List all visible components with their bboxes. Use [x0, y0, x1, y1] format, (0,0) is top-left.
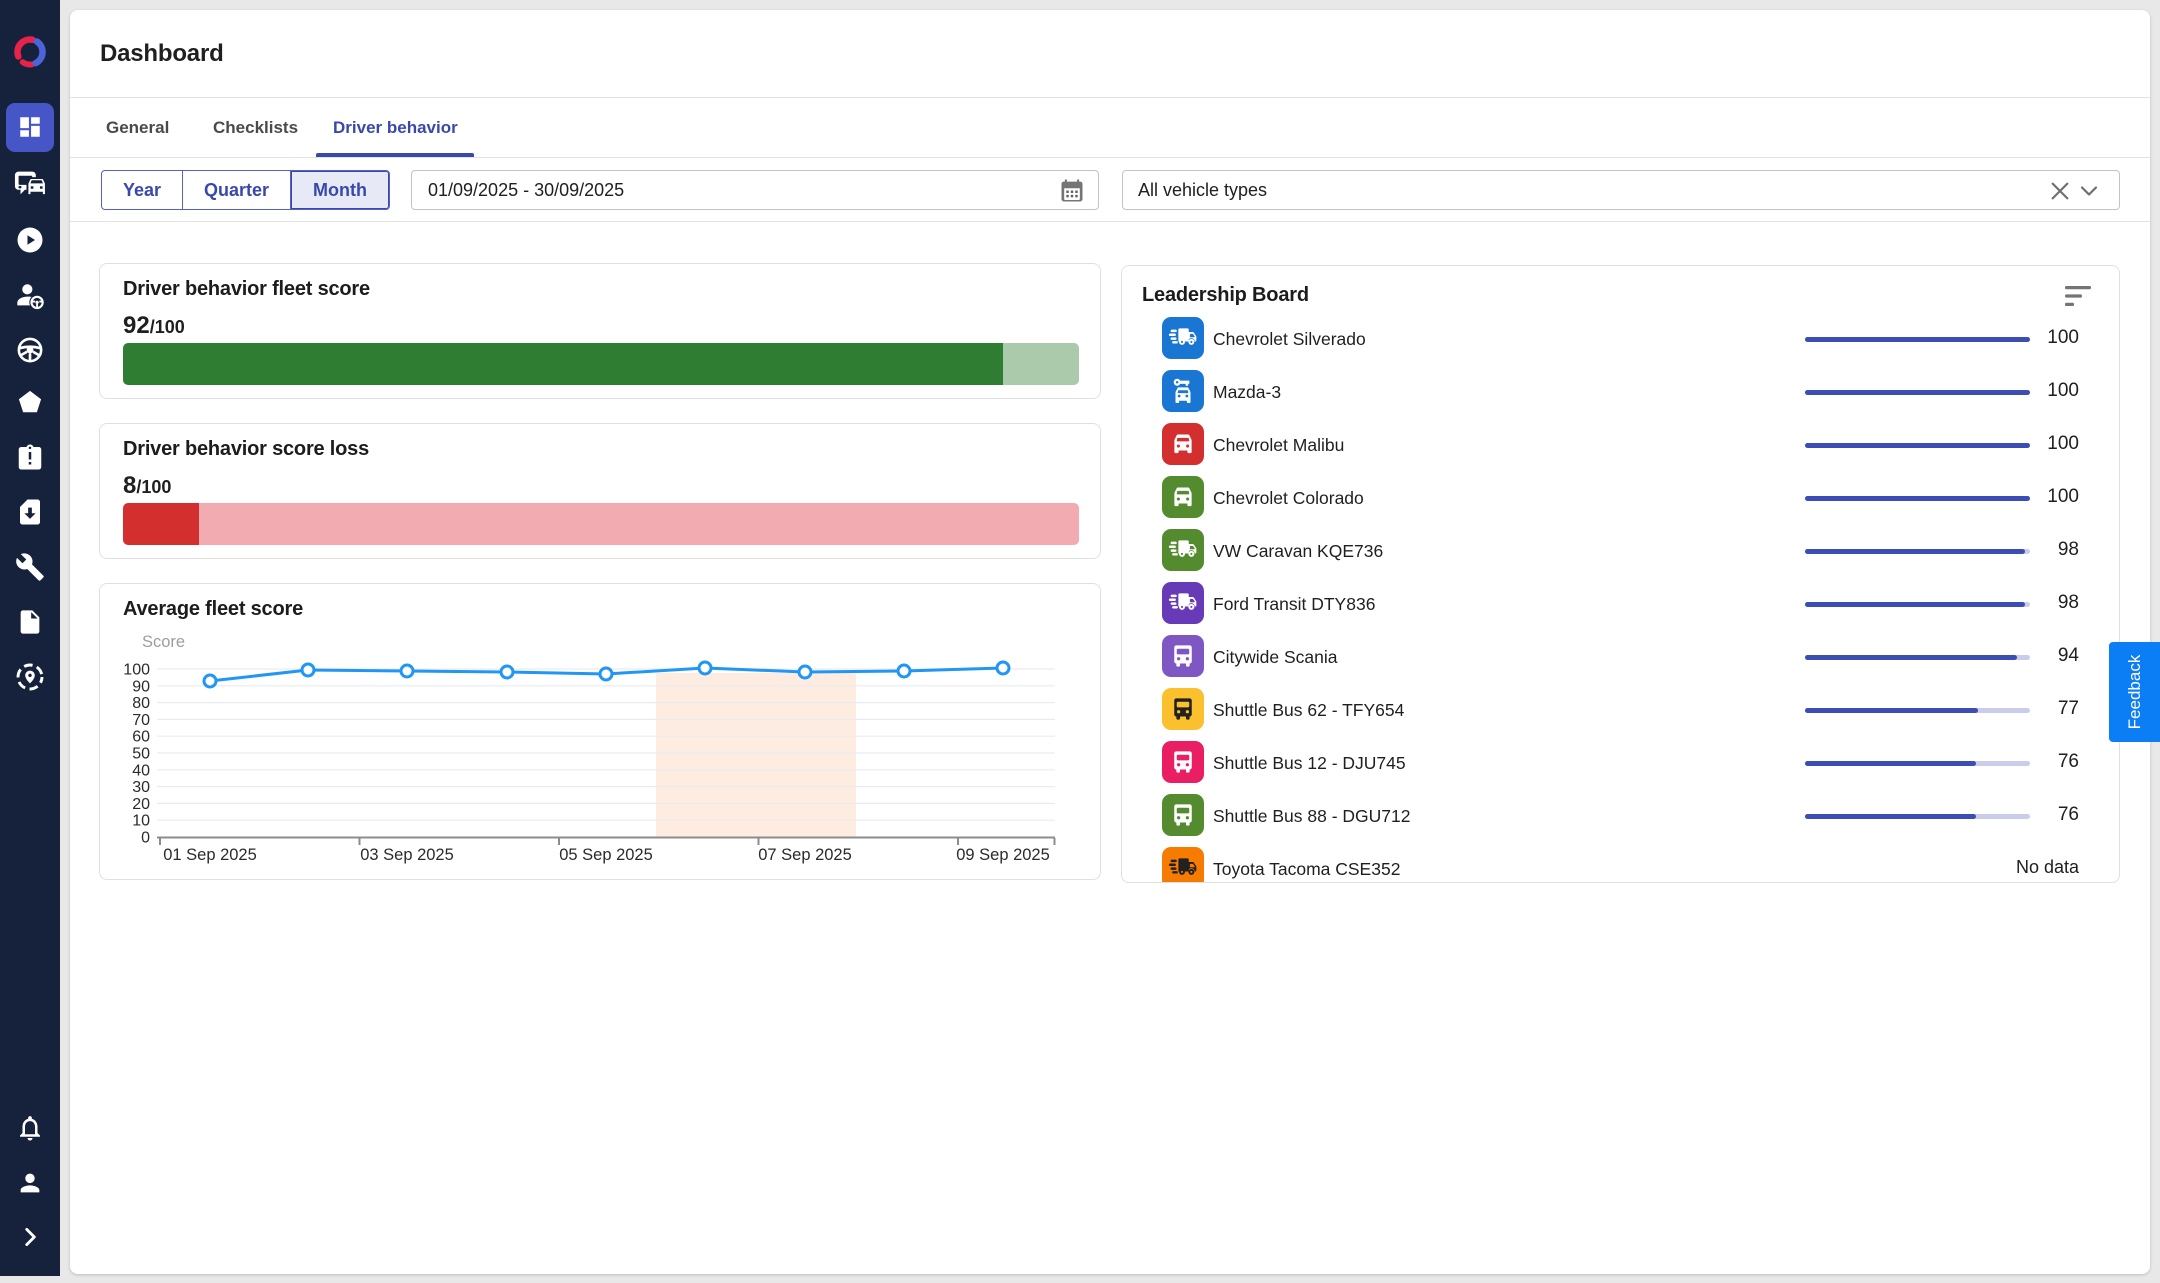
- svg-text:90: 90: [132, 678, 150, 695]
- svg-text:20: 20: [132, 796, 150, 813]
- svg-text:70: 70: [132, 712, 150, 729]
- svg-text:50: 50: [132, 746, 150, 763]
- svg-text:100: 100: [123, 662, 150, 679]
- svg-text:80: 80: [132, 695, 150, 712]
- svg-text:0: 0: [141, 830, 150, 847]
- svg-text:60: 60: [132, 729, 150, 746]
- svg-text:Score: Score: [142, 633, 185, 651]
- svg-text:30: 30: [132, 779, 150, 796]
- svg-text:07 Sep 2025: 07 Sep 2025: [758, 846, 852, 864]
- svg-text:10: 10: [132, 813, 150, 830]
- svg-text:05 Sep 2025: 05 Sep 2025: [559, 846, 653, 864]
- svg-text:01 Sep 2025: 01 Sep 2025: [163, 846, 257, 864]
- svg-text:09 Sep 2025: 09 Sep 2025: [956, 846, 1050, 864]
- svg-text:40: 40: [132, 762, 150, 779]
- svg-text:03 Sep 2025: 03 Sep 2025: [360, 846, 454, 864]
